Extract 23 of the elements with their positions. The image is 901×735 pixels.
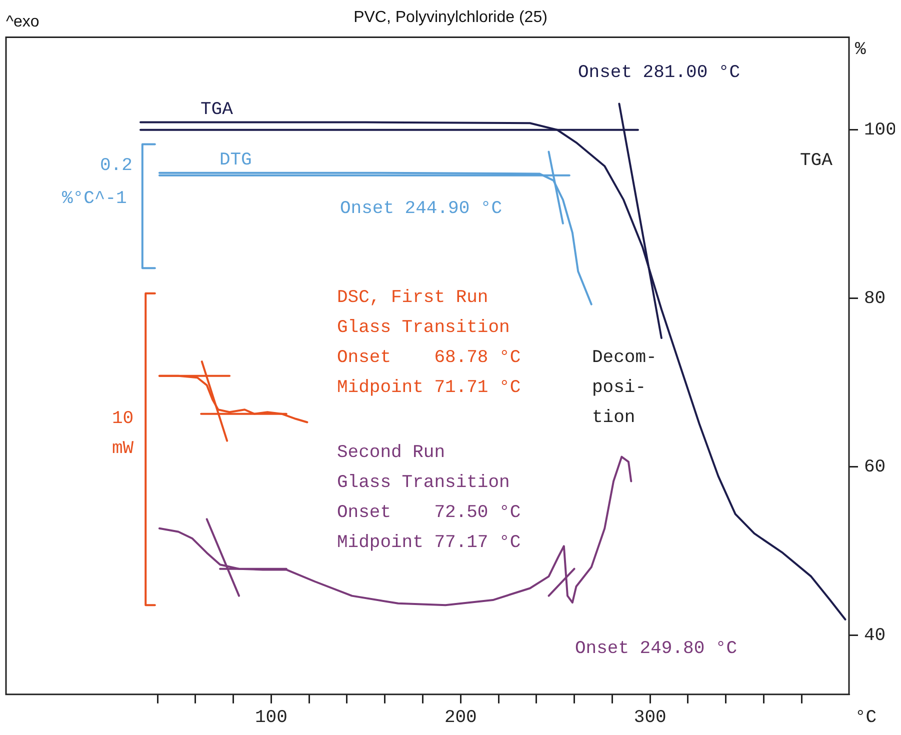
annotation: 10 mW bbox=[112, 408, 134, 459]
annotation: 0.2 bbox=[100, 156, 132, 176]
series-label: DTG bbox=[219, 150, 252, 171]
annotation: DSC, First Run Glass Transition Onset 68.78 °C Midpoint 71.71 °C bbox=[337, 288, 521, 398]
annotation: Onset 244.90 °C bbox=[340, 198, 502, 219]
y-tick-label: 60 bbox=[864, 458, 886, 478]
y-tick-label: 40 bbox=[864, 626, 886, 646]
x-axis-title: °C bbox=[855, 708, 877, 728]
x-tick-label: 300 bbox=[634, 708, 666, 728]
y-tick-label: 100 bbox=[864, 120, 896, 141]
chart-title: PVC, Polyvinylchloride (25) bbox=[354, 9, 548, 26]
y-axis-title: % bbox=[855, 40, 866, 60]
annotation: Onset 281.00 °C bbox=[578, 62, 740, 83]
annotation: Second Run Glass Transition Onset 72.50 °C Midpoint 77.17 °C bbox=[337, 442, 521, 553]
x-tick-label: 200 bbox=[444, 708, 477, 728]
y-tick-label: 80 bbox=[864, 289, 886, 310]
x-tick-label: 100 bbox=[255, 708, 288, 728]
annotation: TGA bbox=[800, 150, 833, 171]
text: ^exo bbox=[6, 13, 40, 30]
series-label: TGA bbox=[200, 100, 234, 120]
annotation: Onset 249.80 °C bbox=[575, 638, 738, 659]
annotation: Decom- posi- tion bbox=[592, 348, 657, 428]
annotation: %°C^-1 bbox=[62, 188, 127, 209]
